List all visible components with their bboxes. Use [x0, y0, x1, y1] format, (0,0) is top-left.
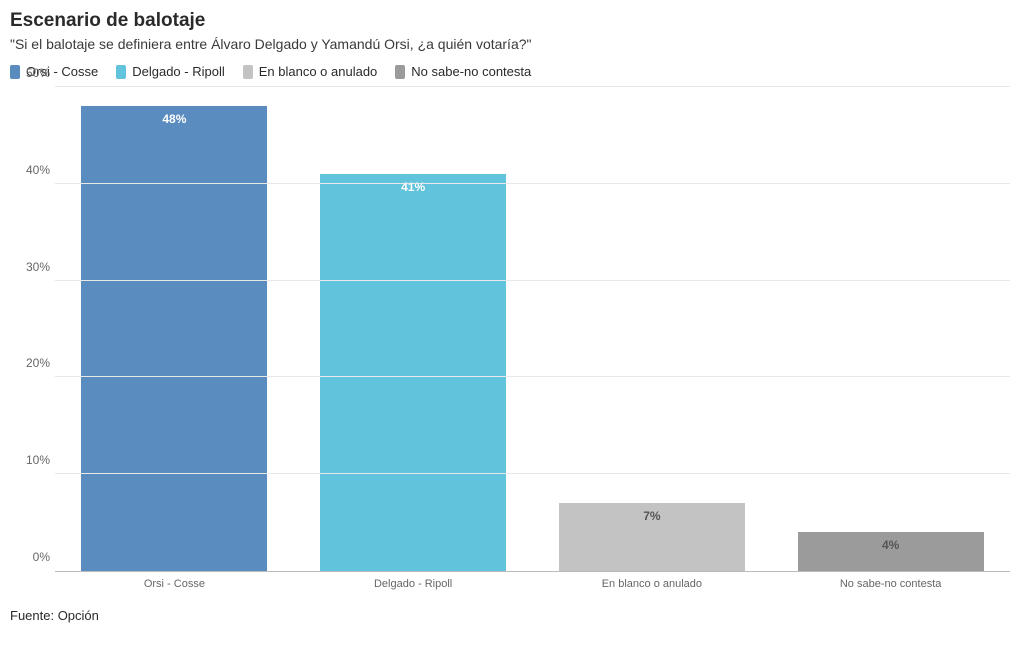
grid-line — [55, 86, 1010, 87]
grid-line — [55, 183, 1010, 184]
bar-value-label: 7% — [559, 509, 745, 523]
bar: 48% — [81, 106, 267, 571]
x-axis: Orsi - CosseDelgado - RipollEn blanco o … — [55, 572, 1010, 590]
bar-slot: 48% — [55, 87, 294, 571]
grid-line — [55, 473, 1010, 474]
bar: 7% — [559, 503, 745, 571]
chart-title: Escenario de balotaje — [10, 10, 1010, 32]
bar-slot: 7% — [533, 87, 772, 571]
grid-line — [55, 376, 1010, 377]
y-tick-label: 10% — [10, 453, 50, 467]
legend-item: Delgado - Ripoll — [116, 64, 225, 79]
legend-label: En blanco o anulado — [259, 64, 378, 79]
bar: 41% — [320, 174, 506, 571]
x-tick-label: Delgado - Ripoll — [294, 572, 533, 590]
legend-label: No sabe-no contesta — [411, 64, 531, 79]
y-tick-label: 30% — [10, 260, 50, 274]
y-tick-label: 40% — [10, 163, 50, 177]
bar-value-label: 48% — [81, 112, 267, 126]
chart-subtitle: "Si el balotaje se definiera entre Álvar… — [10, 36, 1010, 52]
bar: 4% — [798, 532, 984, 571]
x-tick-label: Orsi - Cosse — [55, 572, 294, 590]
chart-legend: Orsi - CosseDelgado - RipollEn blanco o … — [10, 64, 1010, 79]
bar-chart: Escenario de balotaje "Si el balotaje se… — [10, 10, 1010, 623]
y-tick-label: 50% — [10, 66, 50, 80]
bars-container: 48% 41% 7% 4% — [55, 87, 1010, 571]
bar-value-label: 4% — [798, 538, 984, 552]
y-tick-label: 20% — [10, 356, 50, 370]
grid-line — [55, 280, 1010, 281]
bar-slot: 4% — [771, 87, 1010, 571]
chart-source: Fuente: Opción — [10, 608, 1010, 623]
legend-item: En blanco o anulado — [243, 64, 378, 79]
legend-item: No sabe-no contesta — [395, 64, 531, 79]
legend-swatch — [243, 65, 253, 79]
plot-area: 48%41%7%4% 0%10%20%30%40%50% — [55, 87, 1010, 572]
x-tick-label: En blanco o anulado — [533, 572, 772, 590]
bar-slot: 41% — [294, 87, 533, 571]
y-tick-label: 0% — [10, 550, 50, 564]
legend-label: Delgado - Ripoll — [132, 64, 225, 79]
x-tick-label: No sabe-no contesta — [771, 572, 1010, 590]
legend-swatch — [116, 65, 126, 79]
legend-swatch — [395, 65, 405, 79]
